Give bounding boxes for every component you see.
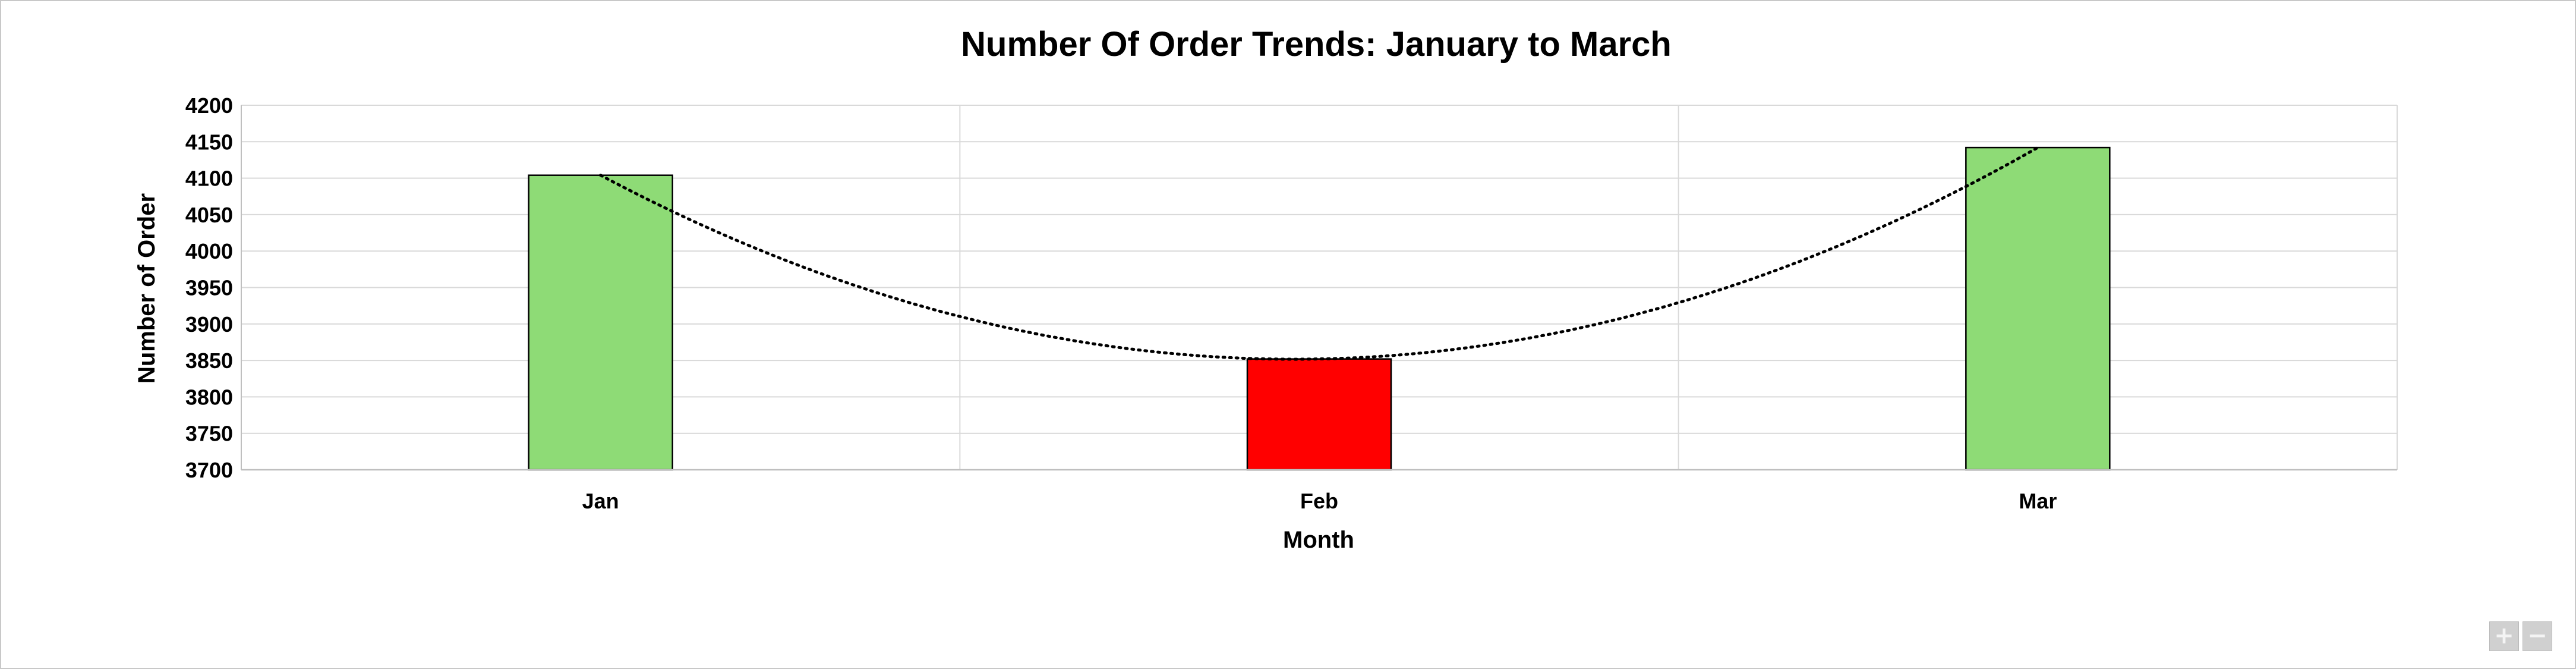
x-tick-label: Mar	[2019, 489, 2057, 513]
y-tick-label: 4000	[185, 239, 233, 263]
y-tick-label: 4100	[185, 167, 233, 191]
x-tick-label: Feb	[1300, 489, 1338, 513]
minus-icon: −	[2527, 622, 2547, 649]
zoom-out-button[interactable]: −	[2523, 621, 2552, 651]
tick-labels: 4200 4150 4100 4050 4000 3950 3900 3850 3800 3750…	[185, 93, 2057, 513]
y-tick-label: 3800	[185, 385, 233, 409]
axes	[241, 105, 2397, 471]
chart-title: Number Of Order Trends: January to March	[961, 25, 1672, 64]
plus-icon: +	[2494, 622, 2514, 649]
trendline	[599, 146, 2039, 361]
trendline-path	[599, 146, 2039, 361]
y-tick-label: 4050	[185, 203, 233, 227]
y-tick-label: 3900	[185, 312, 233, 337]
y-tick-label: 3850	[185, 348, 233, 373]
y-tick-label: 3950	[185, 276, 233, 300]
zoom-controls: + −	[2489, 621, 2552, 651]
bar-feb	[1246, 358, 1392, 471]
x-tick-label: Jan	[582, 489, 619, 513]
y-axis-title: Number of Order	[134, 193, 160, 384]
y-tick-label: 3700	[185, 458, 233, 482]
bar-jan	[528, 174, 673, 471]
zoom-in-button[interactable]: +	[2489, 621, 2519, 651]
y-tick-label: 4200	[185, 93, 233, 118]
bar-mar	[1965, 146, 2111, 471]
bars	[528, 146, 2111, 471]
x-axis-title: Month	[1283, 527, 1354, 553]
y-tick-label: 3750	[185, 422, 233, 446]
y-tick-label: 4150	[185, 130, 233, 154]
